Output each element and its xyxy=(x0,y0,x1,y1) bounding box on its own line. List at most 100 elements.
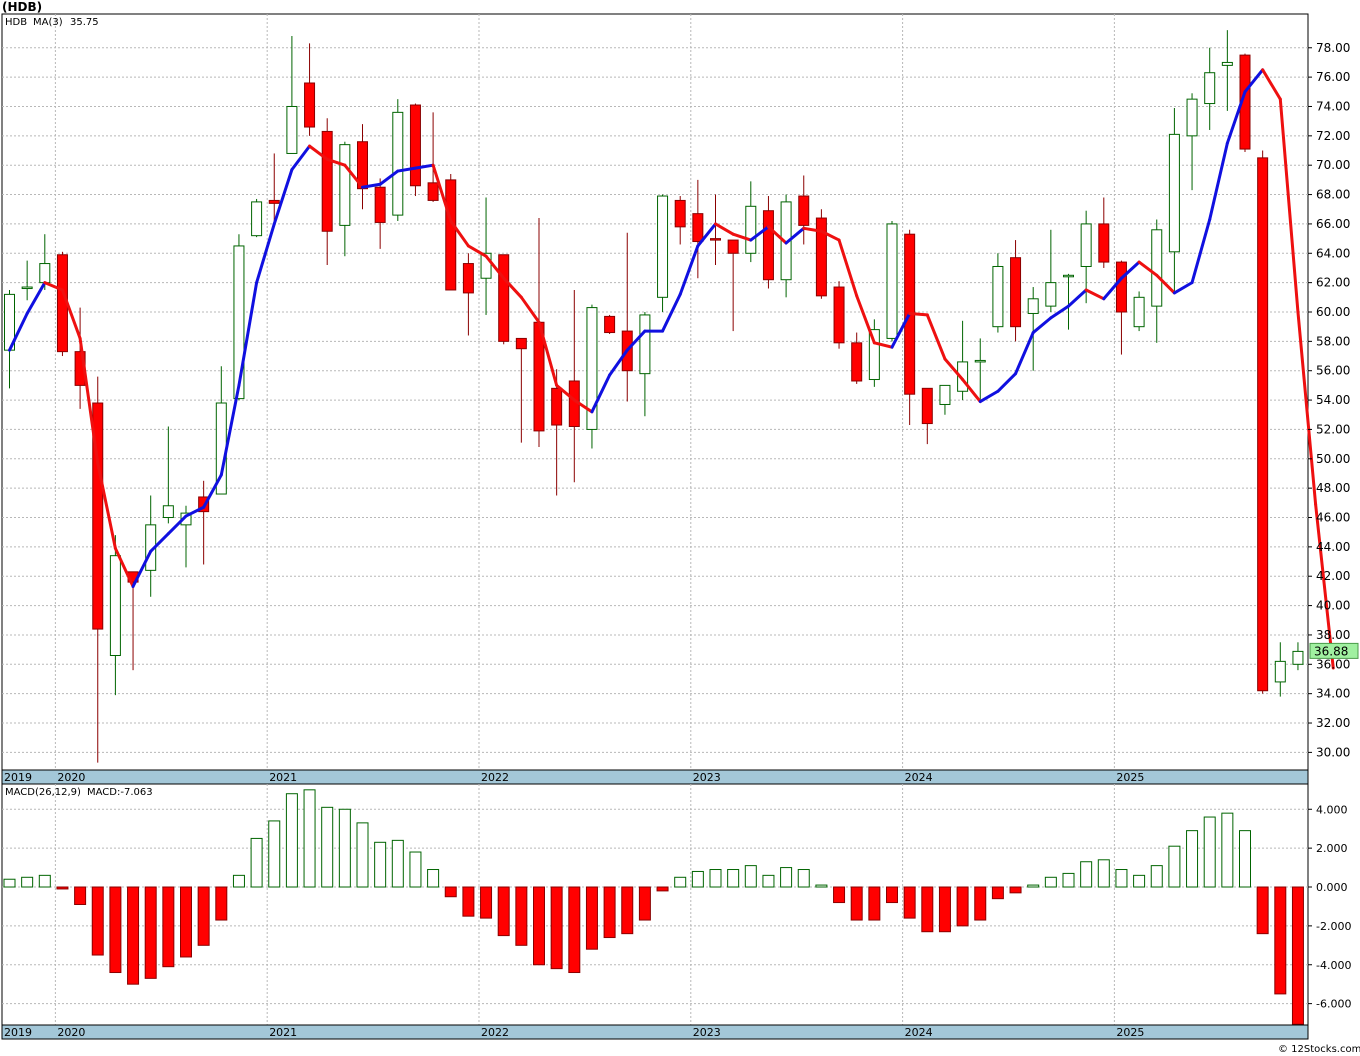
candle-body xyxy=(762,210,774,281)
macd-bar xyxy=(780,867,793,888)
price-tick-label: 34.00 xyxy=(1316,687,1350,701)
macd-bar xyxy=(1186,830,1199,888)
candle-body xyxy=(1098,223,1110,263)
macd-bar xyxy=(1115,869,1128,888)
macd-bar xyxy=(991,886,1004,900)
ma-segment xyxy=(766,225,788,245)
macd-bar xyxy=(762,874,775,888)
ma-segment xyxy=(519,295,541,324)
macd-year-label: 2021 xyxy=(269,1026,297,1039)
ma-segment xyxy=(502,276,523,299)
candle-body xyxy=(321,130,333,232)
ma-segment xyxy=(272,168,294,226)
watermark: © 12Stocks.com xyxy=(1278,1044,1360,1055)
macd-bar xyxy=(144,886,157,979)
ma-segment xyxy=(1190,218,1212,285)
macd-bar xyxy=(250,837,263,888)
candle-body xyxy=(868,329,880,381)
macd-x-axis: 2019 2020 2021 2022 2023 2024 2025 xyxy=(4,1026,1144,1039)
macd-bar xyxy=(462,886,475,917)
macd-bar xyxy=(691,870,704,888)
candle-body xyxy=(21,286,33,290)
candle-body xyxy=(268,199,280,204)
candle-body xyxy=(162,505,174,519)
ma-segment xyxy=(943,357,965,382)
candle-body xyxy=(1204,72,1216,105)
macd-bar xyxy=(1221,812,1234,888)
macd-bar xyxy=(938,886,951,933)
macd-year-label: 2020 xyxy=(57,1026,85,1039)
candle-body xyxy=(1045,282,1057,307)
candle-body xyxy=(445,179,457,291)
price-tick-label: 52.00 xyxy=(1316,422,1350,436)
macd-bar xyxy=(356,822,369,888)
candle-body xyxy=(992,265,1004,328)
ma-segment xyxy=(43,281,64,292)
ma-segment xyxy=(714,222,735,236)
macd-bar xyxy=(603,886,616,939)
macd-bar xyxy=(391,839,404,888)
ma-segment xyxy=(537,320,559,387)
ma-segment xyxy=(202,473,223,509)
price-tick-label: 62.00 xyxy=(1316,276,1350,290)
candle-body xyxy=(833,286,845,344)
ma-segment xyxy=(1084,288,1106,301)
candle-body xyxy=(251,201,263,237)
macd-bar xyxy=(1256,886,1269,935)
ma-segment xyxy=(872,341,894,349)
price-tick-label: 48.00 xyxy=(1316,481,1350,495)
legend-ma-label: MA(3) xyxy=(33,17,63,28)
price-tick-label: 56.00 xyxy=(1316,364,1350,378)
macd-bar xyxy=(303,789,316,888)
macd-bar xyxy=(868,886,881,921)
candle-body xyxy=(586,307,598,430)
macd-tick-label: 4.000 xyxy=(1316,803,1348,816)
candle-body xyxy=(515,337,527,350)
macd-bar xyxy=(1291,886,1304,1025)
macd-bar xyxy=(727,869,740,888)
candle-body xyxy=(886,223,898,339)
macd-bar xyxy=(374,841,387,888)
price-tick-label: 58.00 xyxy=(1316,334,1350,348)
macd-year-label: 2025 xyxy=(1116,1026,1144,1039)
ma-segment xyxy=(1119,260,1141,280)
macd-bar xyxy=(409,851,422,888)
macd-tick-label: 2.000 xyxy=(1316,842,1348,855)
ma-segment xyxy=(431,163,453,223)
price-tick-label: 76.00 xyxy=(1316,70,1350,84)
candle-body xyxy=(939,384,951,405)
price-tick-label: 74.00 xyxy=(1316,99,1350,113)
candle-body xyxy=(815,217,827,297)
candle-body xyxy=(780,201,792,281)
candle-body xyxy=(1027,298,1039,314)
ma-segment xyxy=(96,461,117,550)
price-tick-label: 68.00 xyxy=(1316,188,1350,202)
candle-body xyxy=(427,182,439,201)
ma-segment xyxy=(890,311,912,349)
ma-segment xyxy=(784,226,806,245)
ma-segment xyxy=(1049,304,1070,320)
ma-segment xyxy=(1031,316,1053,335)
macd-bar xyxy=(268,820,281,888)
ma-segment xyxy=(396,166,417,173)
candle-body xyxy=(1115,261,1127,313)
macd-year-label: 2024 xyxy=(905,1026,933,1039)
ma-segment xyxy=(608,348,629,377)
macd-bar xyxy=(903,886,916,919)
candle-body xyxy=(339,144,351,226)
macd-bar xyxy=(3,878,16,888)
candle-body xyxy=(1133,296,1145,328)
ma-segment xyxy=(343,163,364,189)
ma-segment xyxy=(255,222,276,285)
ma-segment xyxy=(1243,68,1265,94)
ma-segment xyxy=(290,144,312,172)
ma-segment xyxy=(1102,276,1123,301)
ma-segment xyxy=(149,532,170,553)
candle-body xyxy=(727,239,739,254)
price-tick-label: 38.00 xyxy=(1316,628,1350,642)
candle-body xyxy=(639,314,651,375)
ma-segment xyxy=(361,182,382,189)
ma-segment xyxy=(855,294,876,345)
macd-bar xyxy=(285,793,298,888)
